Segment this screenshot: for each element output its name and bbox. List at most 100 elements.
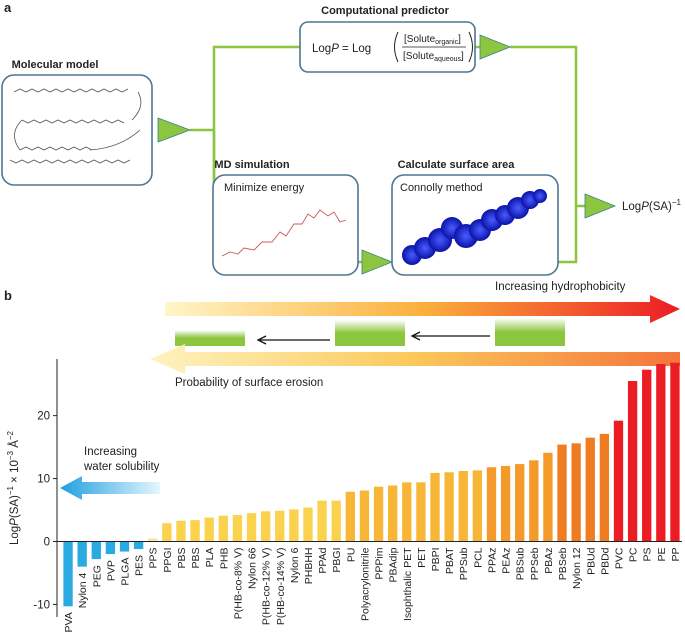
- x-tick-label: P(HB-co-12% V): [261, 547, 273, 625]
- bar: [148, 538, 158, 542]
- bar: [176, 520, 186, 542]
- x-tick-label: PBUd: [585, 547, 597, 575]
- panel-label: b: [4, 288, 12, 303]
- x-tick-label: PLA: [204, 547, 216, 567]
- bar: [627, 381, 638, 542]
- bar: [289, 509, 299, 542]
- bar: [515, 464, 525, 542]
- x-tick-label: Nylon 12: [571, 547, 583, 589]
- green-bar: [175, 330, 245, 346]
- x-tick-label: PBAT: [444, 547, 456, 574]
- panel-a: a Computational predictor LogP = Log [So…: [1, 0, 682, 276]
- x-tick-label: PBS: [176, 547, 188, 568]
- x-tick-label: PBGI: [331, 547, 343, 572]
- arrow-triangle: [361, 249, 394, 275]
- panel-b-decor: b Increasing hydrophobicity Probability …: [4, 281, 680, 545]
- bar: [486, 467, 497, 542]
- bar: [388, 485, 398, 542]
- predictor-box: [299, 21, 476, 73]
- x-tick-label: PU: [345, 547, 357, 562]
- x-tick-label: PBSeb: [557, 547, 569, 580]
- bar: [345, 491, 355, 542]
- bar: [246, 513, 257, 542]
- x-tick-label: PPGI: [162, 547, 174, 572]
- x-tick-label: PE: [656, 547, 668, 561]
- x-tick-label: PEG: [91, 565, 103, 587]
- arrow-triangle: [479, 34, 512, 60]
- bar: [359, 490, 370, 542]
- x-tick-label: PPSeb: [529, 547, 541, 580]
- area-title: Calculate surface area: [398, 159, 516, 171]
- annotation: Increasing hydrophobicity: [495, 281, 626, 293]
- x-tick-label: PES: [134, 555, 146, 576]
- predictor-title: Computational predictor: [321, 5, 449, 17]
- bar: [119, 541, 130, 552]
- md-step: Minimize energy: [224, 182, 305, 194]
- x-tick-label: P(HB-co-8% V): [232, 547, 244, 619]
- bar: [218, 515, 228, 542]
- x-tick-label: PLGA: [120, 558, 132, 586]
- model-box: [1, 74, 153, 186]
- bar: [500, 465, 511, 542]
- bar: [416, 482, 426, 542]
- x-tick-label: PBAz: [543, 547, 555, 573]
- x-tick-label: PHBHH: [303, 547, 315, 584]
- annotation: water solubility: [83, 461, 160, 473]
- bar: [77, 541, 87, 567]
- bar: [331, 500, 341, 542]
- solubility-arrow: [60, 476, 160, 500]
- x-tick-label: PBSub: [515, 547, 527, 580]
- y-tick-label: -10: [33, 599, 50, 611]
- model-title: Molecular model: [12, 59, 99, 71]
- output: LogP(SA)−1: [622, 198, 682, 213]
- x-tick-label: PCL: [472, 547, 484, 568]
- x-tick-label: PBS: [190, 547, 202, 568]
- bar: [402, 482, 412, 542]
- bar: [642, 369, 652, 542]
- x-tick-label: PP: [670, 547, 682, 561]
- x-tick-label: PPAd: [317, 547, 329, 573]
- bar: [162, 523, 172, 542]
- bar: [444, 472, 454, 542]
- y-axis-label: LogP(SA)−1 × 10−3 Å−2: [6, 430, 21, 545]
- x-tick-label: PPSub: [458, 547, 470, 580]
- annotation: Probability of surface erosion: [175, 377, 323, 389]
- bar: [557, 444, 567, 542]
- bar: [91, 541, 101, 560]
- bar: [571, 443, 581, 542]
- x-tick-label: PVA: [63, 612, 75, 632]
- x-tick-label: PC: [628, 547, 640, 562]
- x-tick-label: PPAz: [486, 547, 498, 572]
- paren: [394, 31, 473, 63]
- numerator: [Soluteorganic]: [404, 34, 461, 46]
- bar: [430, 472, 440, 542]
- area-step: Connolly method: [400, 182, 483, 194]
- formula: LogP = Log: [312, 43, 371, 55]
- molecule-drawing: [9, 88, 142, 164]
- bar: [543, 452, 553, 542]
- bar: [656, 364, 666, 542]
- md-title: MD simulation: [214, 159, 289, 171]
- y-tick-label: 20: [37, 411, 50, 423]
- annotation: Increasing: [84, 446, 137, 458]
- bar: [204, 517, 214, 542]
- arrow-triangle: [157, 117, 192, 143]
- bar: [613, 420, 624, 542]
- bar: [585, 437, 595, 542]
- surface-blob: [402, 189, 547, 265]
- x-tick-label: Nylon 66: [247, 547, 259, 589]
- black-arrows: [256, 331, 490, 345]
- x-tick-label: Isophthalic PET: [402, 547, 414, 621]
- x-tick-label: PBPI: [430, 547, 442, 571]
- x-tick-label: PVC: [613, 547, 625, 569]
- bar: [472, 470, 483, 542]
- x-tick-label: Polyacrylonitrile: [359, 547, 371, 621]
- x-tick-label: Nylon 6: [289, 547, 301, 583]
- bar: [373, 486, 384, 542]
- md-box: [212, 174, 359, 276]
- denominator: [Soluteaqueous]: [403, 51, 464, 63]
- bar: [190, 520, 200, 542]
- arrow-triangle: [584, 193, 617, 219]
- green-bar: [495, 318, 565, 346]
